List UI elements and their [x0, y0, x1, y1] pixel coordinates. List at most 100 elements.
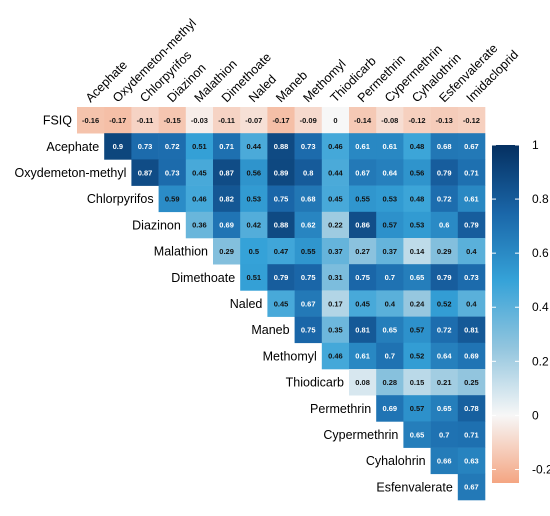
cell-value-label: 0.29: [437, 247, 452, 256]
cell-value-label: 0.44: [246, 142, 261, 151]
heatmap-cell: [321, 211, 350, 239]
heatmap-cell: [457, 342, 486, 370]
cell-value-label: 0.56: [410, 168, 425, 177]
heatmap-cell: [294, 238, 323, 265]
cell-value-label: 0.79: [437, 273, 452, 282]
heatmap-cell: [430, 264, 459, 291]
cell-value-label: 0.64: [437, 352, 452, 361]
cell-value-label: -0.12: [408, 116, 425, 125]
heatmap-cell: [213, 133, 241, 160]
heatmap-cell: [294, 133, 323, 160]
cell-value-label: 0.87: [219, 168, 234, 177]
heatmap-cell: [403, 107, 431, 134]
cell-value-label: 0.45: [274, 299, 289, 308]
heatmap-cell: [158, 133, 187, 160]
heatmap-cell: [158, 185, 187, 213]
cell-value-label: 0.35: [328, 326, 343, 335]
heatmap-cell: [240, 159, 268, 186]
cell-value-label: 0.47: [274, 247, 289, 256]
cell-value-label: 0.79: [437, 168, 452, 177]
cell-value-label: 0.78: [464, 404, 479, 413]
cell-value-label: 0.53: [382, 195, 397, 204]
heatmap-cell: [457, 264, 486, 291]
cell-value-label: 0.82: [219, 195, 234, 204]
heatmap-cell: [185, 133, 214, 160]
cell-value-label: 0.68: [301, 195, 316, 204]
row-label: Esfenvalerate: [376, 480, 452, 494]
cell-value-label: 0.71: [219, 142, 234, 151]
heatmap-cell: [267, 238, 295, 265]
heatmap-cells: -0.16 -0.17 -0.11 -0.15 -0.03 -0.11 -0.07 -0.17…: [77, 107, 486, 501]
cell-value-label: 0.7: [385, 352, 395, 361]
cell-value-label: 0.88: [274, 142, 289, 151]
heatmap-cell: [158, 107, 187, 134]
cell-value-label: 0.71: [464, 168, 479, 177]
row-label: Chlorpyrifos: [87, 192, 154, 206]
cell-value-label: 0.73: [464, 273, 479, 282]
cell-value-label: 0.88: [274, 221, 289, 230]
heatmap-cell: [185, 159, 214, 186]
cell-value-label: 0.73: [138, 142, 153, 151]
cell-value-label: 0.29: [219, 247, 234, 256]
heatmap-cell: [185, 185, 214, 213]
heatmap-cell: [240, 211, 268, 239]
heatmap-cell: [430, 316, 459, 344]
cell-value-label: 0.59: [165, 195, 180, 204]
heatmap-cell: [403, 159, 431, 186]
cell-value-label: 0.81: [464, 326, 479, 335]
heatmap-cell: [213, 211, 241, 239]
cell-value-label: 0.6: [439, 221, 449, 230]
heatmap-cell: [349, 159, 377, 186]
heatmap-cell: [131, 133, 159, 160]
cell-value-label: 0.9: [113, 142, 123, 151]
cell-value-label: 0.45: [328, 195, 343, 204]
heatmap-cell: [294, 159, 323, 186]
cell-value-label: 0.46: [192, 195, 207, 204]
heatmap-cell: [457, 395, 486, 422]
cell-value-label: 0.64: [382, 168, 397, 177]
colorbar-tick-label: 1: [532, 138, 539, 152]
heatmap-cell: [321, 107, 350, 134]
cell-value-label: 0.67: [464, 483, 479, 492]
cell-value-label: 0.61: [355, 142, 370, 151]
cell-value-label: 0.69: [464, 352, 479, 361]
row-label: Diazinon: [132, 218, 181, 232]
heatmap-cell: [267, 185, 295, 213]
row-label: Cypermethrin: [323, 428, 398, 442]
heatmap-cell: [185, 107, 214, 134]
heatmap-cell: [294, 290, 323, 317]
heatmap-cell: [376, 395, 404, 422]
cell-value-label: -0.17: [109, 116, 126, 125]
heatmap-cell: [77, 107, 105, 134]
heatmap-cell: [131, 107, 159, 134]
heatmap-cell: [457, 107, 486, 134]
heatmap-cell: [430, 107, 459, 134]
cell-value-label: 0.7: [439, 430, 449, 439]
cell-value-label: 0.75: [301, 326, 316, 335]
heatmap-cell: [321, 290, 350, 317]
cell-value-label: -0.11: [218, 116, 235, 125]
heatmap-cell: [430, 447, 459, 475]
heatmap-cell: [376, 159, 404, 186]
heatmap-cell: [321, 316, 350, 344]
heatmap-cell: [267, 133, 295, 160]
heatmap-cell: [213, 238, 241, 265]
cell-value-label: 0.61: [355, 352, 370, 361]
cell-value-label: 0.48: [410, 142, 425, 151]
heatmap-cell: [376, 107, 404, 134]
heatmap-cell: [158, 159, 187, 186]
heatmap-cell: [403, 264, 431, 291]
row-label: Permethrin: [310, 402, 371, 416]
cell-value-label: -0.14: [354, 116, 372, 125]
cell-value-label: 0.52: [437, 299, 452, 308]
cell-value-label: 0.53: [410, 221, 425, 230]
cell-value-label: 0.69: [219, 221, 234, 230]
heatmap-cell: [403, 211, 431, 239]
cell-value-label: 0.53: [246, 195, 261, 204]
heatmap-cell: [349, 238, 377, 265]
heatmap-cell: [376, 133, 404, 160]
cell-value-label: 0: [333, 116, 337, 125]
colorbar-gradient: [492, 145, 519, 483]
cell-value-label: -0.16: [82, 116, 99, 125]
heatmap-cell: [430, 395, 459, 422]
